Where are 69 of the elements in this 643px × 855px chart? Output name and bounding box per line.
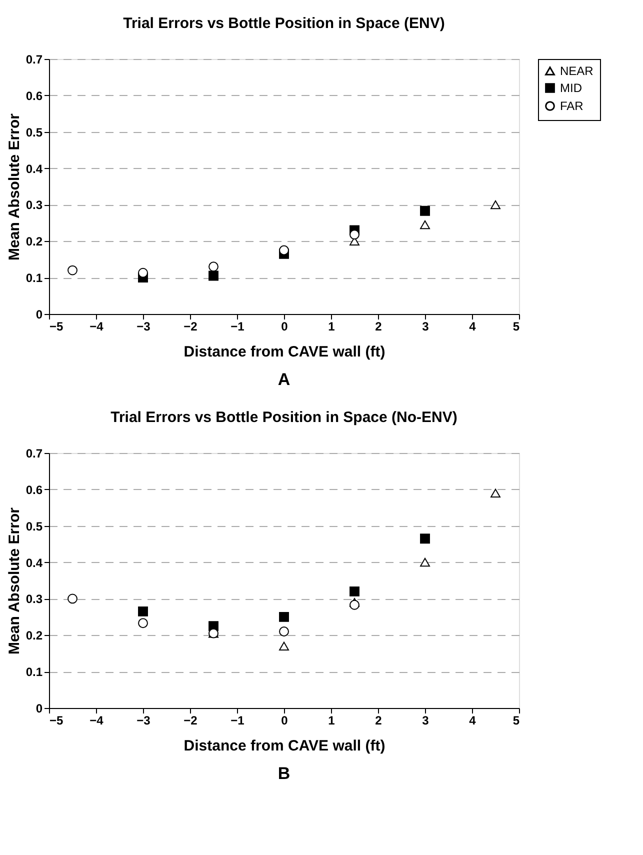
y-tick-label: 0.2	[26, 234, 43, 249]
legend-label: MID	[560, 81, 582, 95]
y-tick-label: 0.7	[26, 52, 43, 66]
point	[350, 230, 360, 240]
y-tick-label: 0.7	[26, 446, 43, 460]
y-tick-label: 0.3	[26, 592, 43, 606]
point	[208, 262, 218, 272]
y-tick-label: 0.4	[26, 162, 43, 176]
x-tick-label: −4	[90, 320, 104, 334]
y-axis-title: Mean Absolute Error	[6, 113, 23, 260]
x-tick-label: 4	[469, 714, 476, 728]
y-tick-label: 0.5	[26, 519, 43, 534]
x-tick-label: 5	[512, 714, 520, 728]
x-tick-label: −5	[50, 714, 64, 728]
x-axis-title: Distance from CAVE wall (ft)	[184, 344, 386, 360]
x-tick-label: −3	[136, 714, 151, 728]
x-tick-label: −2	[184, 714, 198, 728]
x-tick-label: −3	[136, 320, 151, 334]
point	[208, 270, 218, 281]
point	[490, 488, 500, 498]
y-tick-label: 0	[36, 308, 43, 322]
x-tick-label: −1	[230, 320, 245, 334]
text: A	[278, 370, 290, 389]
text: B	[278, 764, 290, 783]
point	[350, 586, 360, 596]
point	[420, 558, 430, 567]
point	[279, 612, 289, 622]
point	[68, 265, 78, 276]
y-tick-label: 0.2	[26, 628, 43, 643]
x-tick-label: −1	[230, 714, 245, 728]
x-tick-label: 1	[328, 320, 336, 334]
x-tick-label: 2	[375, 714, 382, 728]
point	[138, 606, 148, 616]
point	[490, 200, 500, 210]
point	[138, 618, 148, 628]
y-tick-label: 0.4	[26, 556, 43, 570]
point	[279, 626, 289, 636]
y-tick-label: 0.6	[26, 88, 43, 103]
y-tick-label: 0.3	[26, 198, 43, 212]
x-tick-label: −2	[184, 320, 198, 334]
chart-title: Trial Errors vs Bottle Position in Space (No-ENV)	[110, 409, 458, 426]
x-axis-title: Distance from CAVE wall (ft)	[184, 738, 386, 754]
y-tick-label: 0	[36, 702, 43, 716]
x-tick-label: 3	[422, 714, 430, 728]
x-tick-label: 4	[469, 320, 476, 334]
y-tick-label: 0.6	[26, 482, 43, 497]
point	[279, 642, 289, 650]
x-tick-label: 3	[422, 320, 430, 334]
legend-label: FAR	[560, 99, 584, 113]
x-tick-label: 2	[375, 320, 382, 334]
y-axis-title: Mean Absolute Error	[6, 507, 23, 654]
point	[138, 268, 148, 278]
x-tick-label: 1	[328, 714, 336, 728]
x-tick-label: 0	[281, 714, 288, 728]
x-tick-label: −5	[50, 320, 64, 334]
y-tick-label: 0.5	[26, 125, 43, 140]
x-tick-label: 0	[281, 320, 288, 334]
point	[68, 594, 78, 604]
point	[350, 600, 360, 610]
x-tick-label: 5	[512, 320, 520, 334]
y-tick-label: 0.1	[26, 271, 43, 286]
point	[279, 245, 289, 256]
point	[420, 534, 430, 544]
y-tick-label: 0.1	[26, 665, 43, 680]
legend-label: NEAR	[560, 64, 594, 78]
point	[420, 206, 430, 216]
x-tick-label: −4	[90, 714, 104, 728]
point	[420, 220, 430, 230]
chart-title: Trial Errors vs Bottle Position in Space (ENV)	[123, 15, 445, 32]
